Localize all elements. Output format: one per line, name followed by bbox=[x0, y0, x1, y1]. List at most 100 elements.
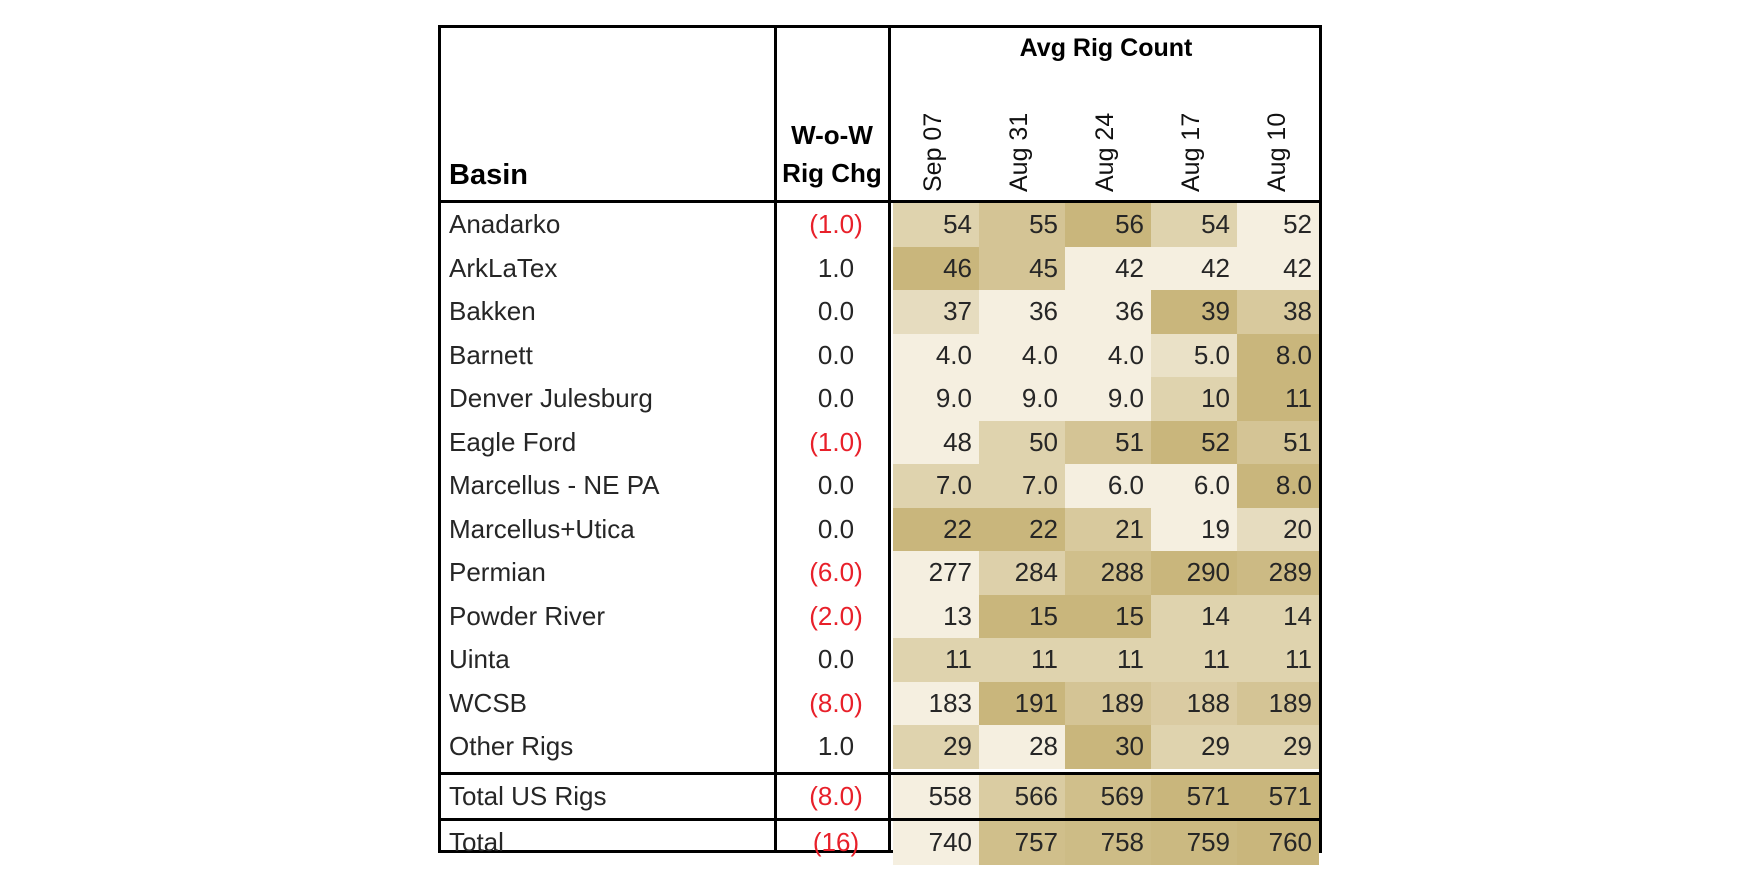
rig-count-cell: 42 bbox=[1237, 246, 1319, 290]
rig-count-cell: 50 bbox=[979, 420, 1065, 464]
rig-count-cell: 22 bbox=[979, 507, 1065, 551]
rig-count-cell: 54 bbox=[1151, 203, 1237, 247]
rig-count-cell: 11 bbox=[1237, 377, 1319, 421]
basin-name: Total bbox=[449, 827, 504, 858]
rig-count-cell: 13 bbox=[893, 594, 979, 638]
header-date: Sep 07 bbox=[919, 112, 947, 192]
rig-count-cell: 36 bbox=[979, 290, 1065, 334]
basin-name: Denver Julesburg bbox=[449, 383, 653, 414]
rig-change: (1.0) bbox=[809, 209, 863, 240]
table-row: Powder River (2.0) 13 15 15 14 14 bbox=[441, 594, 1319, 638]
basin-name: Powder River bbox=[449, 600, 606, 631]
rig-count-cell: 9.0 bbox=[893, 377, 979, 421]
rig-count-cell: 15 bbox=[979, 594, 1065, 638]
header-date: Aug 17 bbox=[1177, 112, 1205, 192]
table-body: Anadarko (1.0) 54 55 56 54 52 ArkLaTex 1.0 46 45 42… bbox=[441, 203, 1319, 865]
rig-count-cell: 10 bbox=[1151, 377, 1237, 421]
rig-count-cell: 9.0 bbox=[1065, 377, 1151, 421]
rig-count-cell: 571 bbox=[1237, 774, 1319, 818]
table-row: Other Rigs 1.0 29 28 30 29 29 bbox=[441, 725, 1319, 769]
table-row: Bakken 0.0 37 36 36 39 38 bbox=[441, 290, 1319, 334]
header-date: Aug 24 bbox=[1091, 112, 1119, 192]
rig-count-cell: 277 bbox=[893, 551, 979, 595]
header-change-line1: W-o-W bbox=[791, 120, 873, 150]
rig-count-cell: 7.0 bbox=[893, 464, 979, 508]
rig-count-cell: 42 bbox=[1151, 246, 1237, 290]
rig-count-cell: 11 bbox=[893, 638, 979, 682]
rig-count-cell: 7.0 bbox=[979, 464, 1065, 508]
header-date: Aug 10 bbox=[1263, 112, 1291, 192]
rig-change: 1.0 bbox=[817, 252, 855, 283]
rig-change: (1.0) bbox=[809, 426, 863, 457]
rig-count-cell: 566 bbox=[979, 774, 1065, 818]
rig-count-cell: 29 bbox=[893, 725, 979, 769]
rig-count-cell: 48 bbox=[893, 420, 979, 464]
header-change: W-o-W Rig Chg bbox=[777, 116, 887, 192]
rig-count-cell: 54 bbox=[893, 203, 979, 247]
rig-count-cell: 11 bbox=[1237, 638, 1319, 682]
basin-name: Total US Rigs bbox=[449, 780, 607, 811]
rig-count-cell: 4.0 bbox=[979, 333, 1065, 377]
rig-count-cell: 11 bbox=[979, 638, 1065, 682]
rig-count-cell: 569 bbox=[1065, 774, 1151, 818]
rig-count-cell: 15 bbox=[1065, 594, 1151, 638]
rig-count-cell: 28 bbox=[979, 725, 1065, 769]
basin-name: Marcellus - NE PA bbox=[449, 470, 660, 501]
basin-name: Permian bbox=[449, 557, 546, 588]
basin-name: Barnett bbox=[449, 339, 533, 370]
rig-count-cell: 30 bbox=[1065, 725, 1151, 769]
basin-name: WCSB bbox=[449, 687, 527, 718]
rig-count-cell: 183 bbox=[893, 681, 979, 725]
table-row: Eagle Ford (1.0) 48 50 51 52 51 bbox=[441, 420, 1319, 464]
rig-count-cell: 36 bbox=[1065, 290, 1151, 334]
rig-count-cell: 51 bbox=[1065, 420, 1151, 464]
rig-count-cell: 4.0 bbox=[893, 333, 979, 377]
rig-change: 1.0 bbox=[817, 731, 855, 762]
rig-count-cell: 46 bbox=[893, 246, 979, 290]
rig-count-cell: 5.0 bbox=[1151, 333, 1237, 377]
rig-count-cell: 42 bbox=[1065, 246, 1151, 290]
table-row: Anadarko (1.0) 54 55 56 54 52 bbox=[441, 203, 1319, 247]
table-row: WCSB (8.0) 183 191 189 188 189 bbox=[441, 681, 1319, 725]
rig-count-cell: 284 bbox=[979, 551, 1065, 595]
header-basin: Basin bbox=[449, 159, 528, 191]
rig-count-cell: 52 bbox=[1237, 203, 1319, 247]
rig-change: 0.0 bbox=[817, 513, 855, 544]
rig-count-cell: 571 bbox=[1151, 774, 1237, 818]
rig-count-cell: 558 bbox=[893, 774, 979, 818]
rig-count-cell: 740 bbox=[893, 821, 979, 865]
rig-count-cell: 290 bbox=[1151, 551, 1237, 595]
rig-change: (2.0) bbox=[809, 600, 863, 631]
rig-count-cell: 189 bbox=[1065, 681, 1151, 725]
header-change-line2: Rig Chg bbox=[782, 158, 882, 188]
basin-name: Uinta bbox=[449, 644, 510, 675]
rig-count-cell: 760 bbox=[1237, 821, 1319, 865]
rig-count-cell: 29 bbox=[1151, 725, 1237, 769]
table-row: Denver Julesburg 0.0 9.0 9.0 9.0 10 11 bbox=[441, 377, 1319, 421]
rig-change: 0.0 bbox=[817, 296, 855, 327]
rig-count-cell: 288 bbox=[1065, 551, 1151, 595]
rig-change: (16) bbox=[812, 827, 860, 858]
rig-change: (8.0) bbox=[809, 780, 863, 811]
table-row: Total US Rigs (8.0) 558 566 569 571 571 bbox=[441, 771, 1319, 818]
rig-count-cell: 757 bbox=[979, 821, 1065, 865]
table-row: Permian (6.0) 277 284 288 290 289 bbox=[441, 551, 1319, 595]
rig-change: 0.0 bbox=[817, 644, 855, 675]
basin-name: ArkLaTex bbox=[449, 252, 558, 283]
rig-count-cell: 45 bbox=[979, 246, 1065, 290]
basin-name: Anadarko bbox=[449, 209, 561, 240]
rig-count-cell: 51 bbox=[1237, 420, 1319, 464]
table-row: Uinta 0.0 11 11 11 11 11 bbox=[441, 638, 1319, 682]
rig-count-cell: 6.0 bbox=[1151, 464, 1237, 508]
basin-name: Other Rigs bbox=[449, 731, 574, 762]
rig-count-cell: 189 bbox=[1237, 681, 1319, 725]
rig-count-cell: 9.0 bbox=[979, 377, 1065, 421]
rig-count-cell: 8.0 bbox=[1237, 333, 1319, 377]
rig-count-cell: 188 bbox=[1151, 681, 1237, 725]
rig-count-cell: 14 bbox=[1237, 594, 1319, 638]
rig-count-cell: 8.0 bbox=[1237, 464, 1319, 508]
rig-count-cell: 20 bbox=[1237, 507, 1319, 551]
rig-count-cell: 191 bbox=[979, 681, 1065, 725]
rig-count-cell: 19 bbox=[1151, 507, 1237, 551]
rig-count-cell: 22 bbox=[893, 507, 979, 551]
